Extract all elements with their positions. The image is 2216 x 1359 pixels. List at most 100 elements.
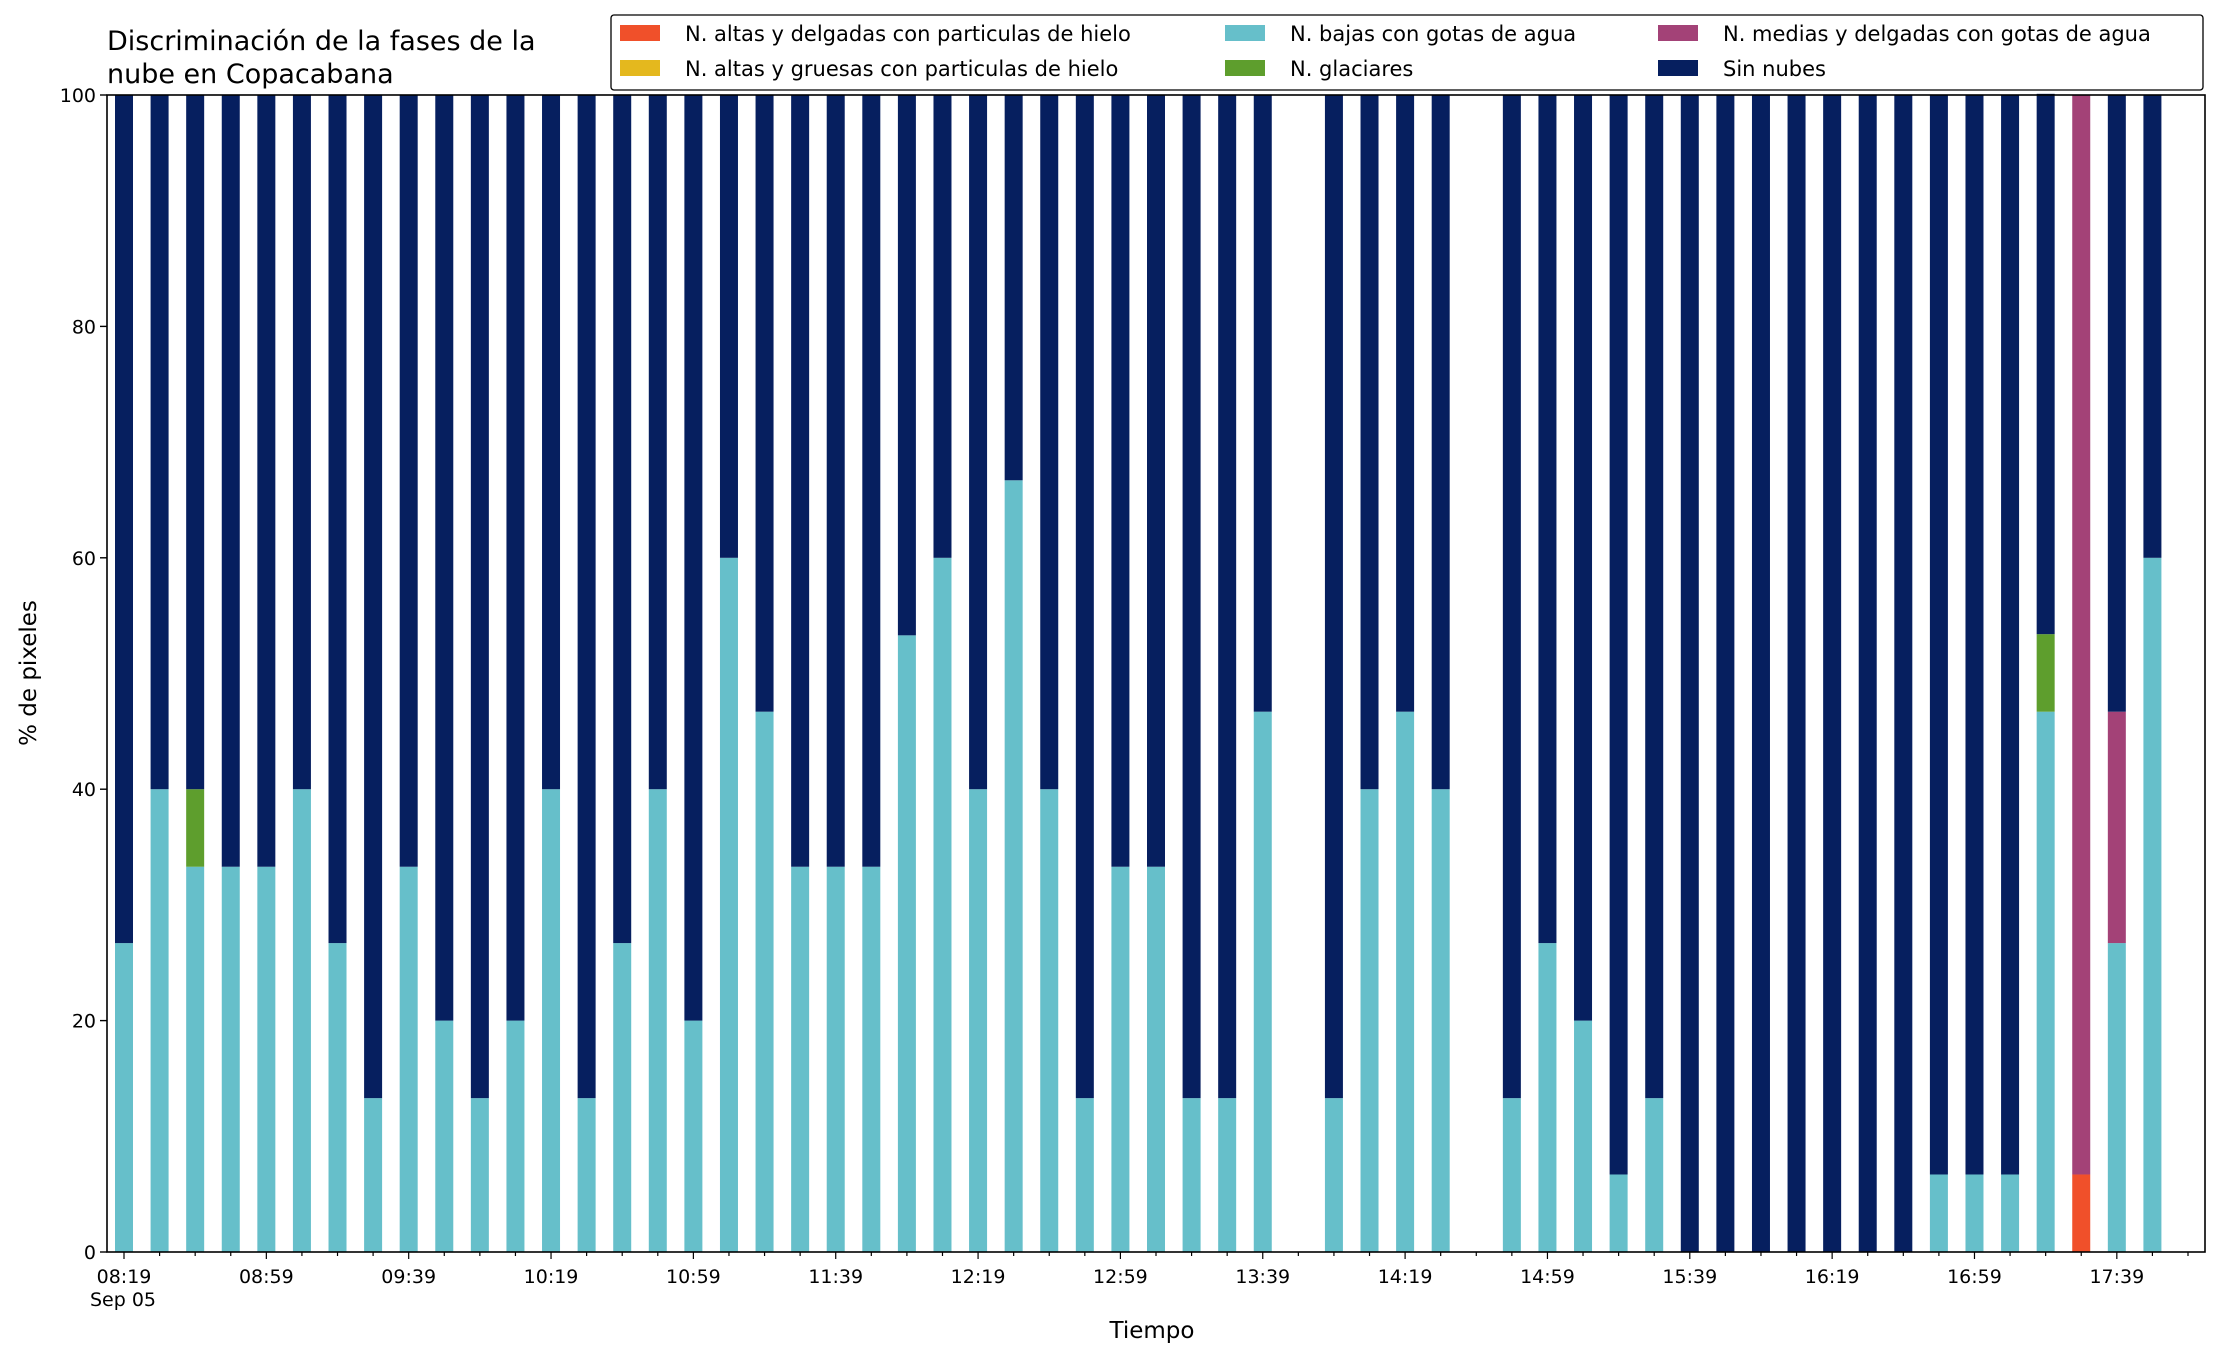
- bar-segment-s2-1719: [2036, 711, 2055, 1252]
- bar-segment-s2-0859: [257, 866, 276, 1252]
- bar-segment-s5-0929: [364, 95, 383, 1099]
- axes-layer: 0 20 40 60 80 100 08:19 08:59 09:39 10:19 10:59 11:…: [60, 85, 2189, 1288]
- bar-segment-s5-0859: [257, 95, 276, 867]
- bar-segment-s5-1109: [719, 95, 738, 558]
- bar-segment-s5-1419: [1396, 95, 1415, 712]
- legend-label-s2: N. bajas con gotas de agua: [1290, 22, 1576, 46]
- bar-segment-s5-1739: [2107, 95, 2126, 712]
- bar-segment-s5-1629: [1858, 95, 1877, 1252]
- legend-label-s1: N. altas y gruesas con particulas de hie…: [685, 57, 1118, 81]
- legend-box: [610, 14, 2204, 91]
- legend-swatch-s0: [620, 25, 660, 41]
- bar-segment-s5-0909: [292, 95, 311, 790]
- bar-segment-s5-1149: [862, 95, 881, 867]
- bar-segment-s2-1219: [969, 789, 988, 1252]
- bar-segment-s2-0819: [115, 943, 133, 1252]
- bar-segment-s5-1649: [1929, 95, 1948, 1175]
- bar-segment-s5-1709: [2001, 95, 2020, 1175]
- bar-segment-s5-1449: [1502, 95, 1521, 1099]
- bar-segment-s2-0959: [470, 1098, 489, 1252]
- bar-segment-s2-1709: [2001, 1174, 2020, 1252]
- bar-segment-s5-1619: [1823, 95, 1842, 1252]
- bar-segment-s5-1429: [1431, 95, 1450, 790]
- bar-segment-s2-0909: [292, 789, 311, 1252]
- bar-segment-s2-1459: [1538, 943, 1557, 1252]
- bar-segment-s5-0829: [150, 95, 169, 790]
- bar-segment-s2-1529: [1645, 1098, 1664, 1252]
- bar-segment-s2-1049: [648, 789, 667, 1252]
- bar-segment-s2-1429: [1431, 789, 1450, 1252]
- bar-segment-s5-1409: [1360, 95, 1379, 790]
- bar-segment-s2-1109: [719, 557, 738, 1252]
- y-tick-label: 60: [72, 548, 96, 570]
- bar-segment-s2-1339: [1253, 711, 1272, 1252]
- bar-segment-s5-1609: [1787, 95, 1806, 1252]
- bar-segment-s2-1119: [755, 711, 774, 1252]
- bar-segment-s3-0839: [186, 789, 205, 867]
- x-tick-label: 08:19: [97, 1266, 152, 1288]
- bar-segment-s5-1129: [791, 95, 810, 867]
- x-tick-label: 13:39: [1235, 1266, 1290, 1288]
- x-tick-label: 12:59: [1093, 1266, 1148, 1288]
- bar-segment-s2-1209: [933, 557, 952, 1252]
- x-date-label: Sep 05: [90, 1289, 156, 1311]
- x-tick-label: 15:39: [1662, 1266, 1717, 1288]
- bar-segment-s2-0839: [186, 866, 205, 1252]
- legend: N. altas y delgadas con particulas de hi…: [610, 14, 2204, 91]
- bar-segment-s2-1019: [542, 789, 561, 1252]
- legend-items: N. altas y delgadas con particulas de hi…: [620, 22, 2151, 81]
- bar-segment-s5-1509: [1574, 95, 1593, 1021]
- bar-segment-s5-1259: [1111, 95, 1130, 867]
- bar-segment-s5-1559: [1751, 95, 1770, 1252]
- bar-segment-s5-0819: [115, 95, 133, 944]
- x-tick-label: 11:39: [808, 1266, 863, 1288]
- bar-segment-s2-1519: [1609, 1174, 1628, 1252]
- bar-segment-s2-1009: [506, 1020, 525, 1252]
- bar-segment-s5-0949: [435, 95, 454, 1021]
- bar-segment-s5-0939: [399, 95, 418, 867]
- bar-segment-s2-1449: [1502, 1098, 1521, 1252]
- bar-segment-s5-1749: [2143, 95, 2162, 558]
- bars-layer: [115, 93, 2162, 1252]
- bar-segment-s5-1329: [1218, 95, 1237, 1099]
- bar-segment-s5-1339: [1253, 95, 1272, 712]
- legend-label-s5: Sin nubes: [1723, 57, 1826, 81]
- x-tick-label: 08:59: [239, 1266, 294, 1288]
- x-axis-label: Tiempo: [1109, 1318, 1195, 1344]
- bar-segment-s2-1509: [1574, 1020, 1593, 1252]
- bar-segment-s2-1039: [613, 943, 632, 1252]
- bar-segment-s2-1129: [791, 866, 810, 1252]
- legend-swatch-s3: [1225, 60, 1265, 76]
- bar-segment-s4-1729: [2072, 95, 2091, 1175]
- bar-segment-s2-1329: [1218, 1098, 1237, 1252]
- x-tick-label: 09:39: [381, 1266, 436, 1288]
- bar-segment-s5-1309: [1147, 95, 1165, 867]
- bar-segment-s0-1729: [2072, 1174, 2091, 1252]
- bar-segment-s2-1649: [1929, 1174, 1948, 1252]
- bar-segment-s5-1049: [648, 95, 667, 790]
- legend-swatch-s4: [1658, 25, 1698, 41]
- bar-segment-s2-1749: [2143, 557, 2162, 1252]
- x-tick-label: 10:59: [666, 1266, 721, 1288]
- x-tick-label: 14:19: [1378, 1266, 1433, 1288]
- chart-title-line-1: Discriminación de la fases de la: [107, 26, 536, 57]
- legend-label-s0: N. altas y delgadas con particulas de hi…: [685, 22, 1131, 46]
- x-tick-label: 14:59: [1520, 1266, 1575, 1288]
- bar-segment-s2-1139: [826, 866, 845, 1252]
- bar-segment-s2-0849: [221, 866, 240, 1252]
- bar-segment-s2-1659: [1965, 1174, 1984, 1252]
- bar-segment-s5-1119: [755, 95, 774, 712]
- y-tick-label: 80: [72, 316, 96, 338]
- bar-segment-s5-0839: [186, 95, 205, 790]
- bar-segment-s2-1229: [1004, 480, 1023, 1252]
- bar-segment-s5-1529: [1645, 95, 1664, 1099]
- bar-segment-s5-1139: [826, 95, 845, 867]
- y-tick-label: 20: [72, 1011, 96, 1033]
- bar-segment-s2-1249: [1075, 1098, 1094, 1252]
- bar-segment-s2-1259: [1111, 866, 1130, 1252]
- y-tick-label: 40: [72, 779, 96, 801]
- x-tick-label: 16:19: [1805, 1266, 1860, 1288]
- bar-segment-s5-0919: [328, 95, 347, 944]
- legend-swatch-s2: [1225, 25, 1265, 41]
